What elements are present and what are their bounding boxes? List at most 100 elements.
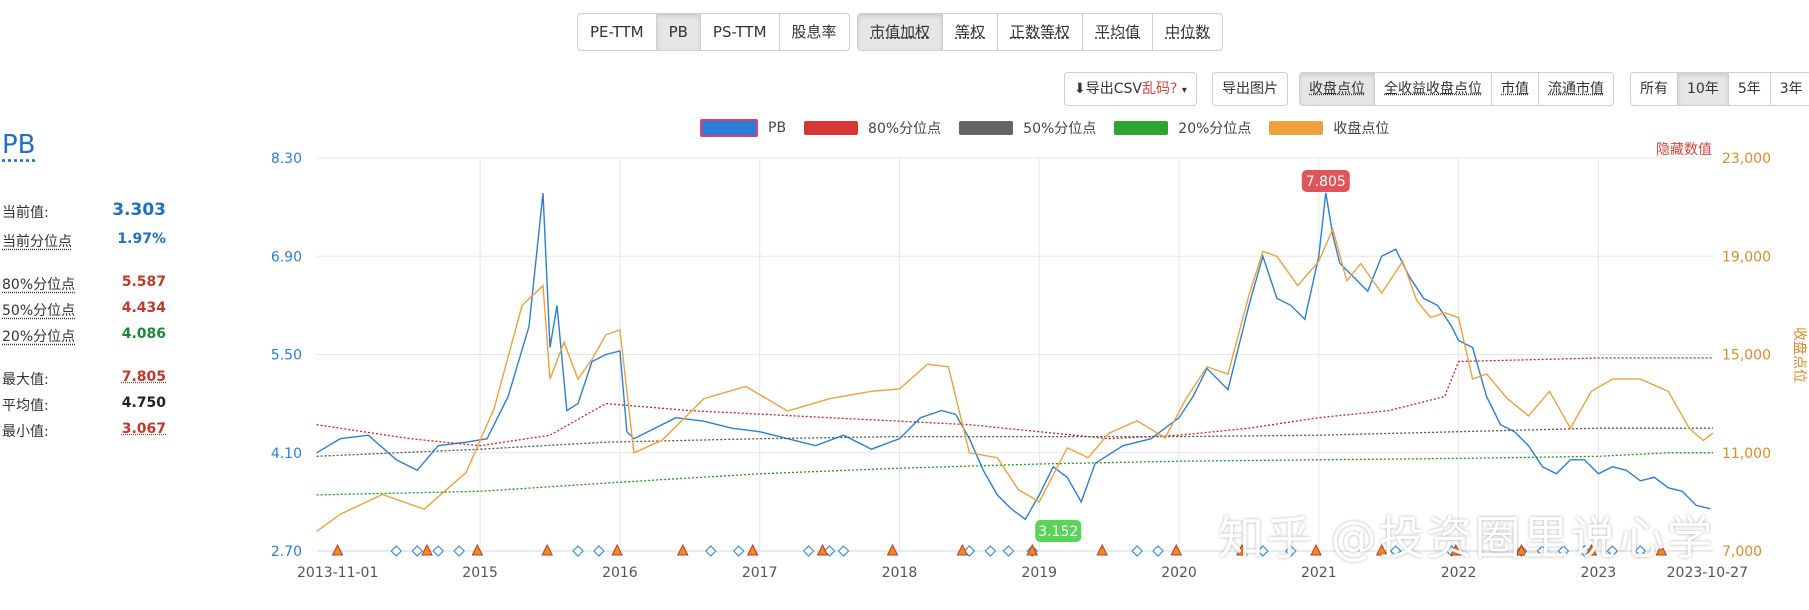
weight-selector: 市值加权 等权 正数等权 平均值 中位数 — [857, 13, 1224, 51]
price-type-button-0[interactable]: 收盘点位 — [1300, 73, 1375, 105]
legend-label-close: 收盘点位 — [1333, 121, 1390, 137]
legend-swatch-p80 — [804, 121, 859, 135]
y2-tick-label: 15,000 — [1722, 348, 1771, 364]
current-value: 3.303 — [112, 200, 166, 220]
legend-item-close[interactable]: 收盘点位 — [1269, 118, 1389, 138]
weight-button-label: 等权 — [955, 23, 986, 41]
max-value: 7.805 — [121, 369, 166, 385]
range-button-2[interactable]: 5年 — [1729, 73, 1771, 105]
legend-item-pb[interactable]: PB — [700, 119, 786, 137]
y2-tick-label: 11,000 — [1722, 446, 1771, 462]
event-marker-triangle — [611, 543, 623, 556]
weight-button-1[interactable]: 等权 — [943, 14, 999, 50]
event-marker-diamond — [1152, 545, 1164, 557]
min-value: 3.067 — [121, 421, 166, 437]
watermark: 知乎 @投资圈里说心学 — [1218, 511, 1715, 565]
weight-button-label: 市值加权 — [870, 23, 931, 41]
x-tick-label: 2021 — [1301, 565, 1337, 581]
download-icon: ⬇ — [1074, 81, 1086, 97]
y2-tick-label: 7,000 — [1722, 544, 1762, 560]
metric-button-3[interactable]: 股息率 — [780, 14, 849, 50]
y-tick-label: 8.30 — [271, 151, 302, 167]
event-marker-diamond — [432, 545, 445, 557]
y2-tick-label: 23,000 — [1722, 151, 1771, 167]
hide-values-label: 隐藏数值 — [1656, 142, 1712, 158]
weight-button-0[interactable]: 市值加权 — [858, 14, 944, 50]
caret-down-icon: ▾ — [1181, 85, 1187, 96]
price-type-button-label: 流通市值 — [1548, 81, 1604, 97]
event-marker-triangle — [331, 543, 344, 556]
legend-swatch-p20 — [1114, 121, 1169, 135]
range-button-3[interactable]: 3年 — [1771, 73, 1809, 105]
legend-swatch-p50 — [959, 121, 1014, 135]
event-marker-triangle — [1449, 543, 1462, 556]
weight-button-2[interactable]: 正数等权 — [998, 14, 1084, 50]
weight-button-label: 平均值 — [1095, 23, 1141, 41]
event-marker-triangle — [746, 543, 759, 556]
y2-axis-title: 收盘点位 — [1791, 327, 1808, 383]
max-flag-label: 7.805 — [1306, 174, 1346, 190]
price-type-button-3[interactable]: 流通市值 — [1539, 73, 1613, 105]
p50-value: 4.434 — [121, 300, 166, 316]
event-marker-triangle — [1585, 543, 1598, 556]
export-csv-button[interactable]: ⬇导出CSV乱码? ▾ — [1064, 72, 1197, 106]
event-marker-diamond — [802, 545, 815, 557]
min-flag — [1035, 520, 1082, 542]
price-type-button-2[interactable]: 市值 — [1492, 73, 1539, 105]
event-marker-triangle — [541, 543, 554, 556]
weight-button-label: 正数等权 — [1010, 23, 1071, 41]
price-type-button-1[interactable]: 全收益收盘点位 — [1375, 73, 1492, 105]
metric-button-label: PS-TTM — [712, 23, 767, 41]
legend-item-p20[interactable]: 20%分位点 — [1114, 118, 1251, 138]
event-marker-diamond — [453, 545, 466, 557]
metric-button-label: 股息率 — [791, 23, 837, 41]
range-button-label: 所有 — [1640, 81, 1668, 97]
metric-button-1[interactable]: PB — [656, 14, 701, 50]
x-tick-label: 2023 — [1581, 565, 1617, 581]
event-marker-triangle — [1236, 543, 1248, 556]
series-line-p80 — [316, 357, 1713, 447]
event-marker-diamond — [732, 545, 745, 557]
min-flag-label: 3.152 — [1038, 524, 1078, 540]
event-marker-diamond — [1606, 545, 1619, 557]
event-marker-triangle — [676, 543, 689, 556]
event-marker-triangle — [1310, 543, 1322, 556]
legend-label-p20: 20%分位点 — [1178, 121, 1252, 137]
export-image-button[interactable]: 导出图片 — [1212, 72, 1288, 106]
weight-button-label: 中位数 — [1165, 23, 1211, 41]
event-marker-diamond — [1131, 545, 1143, 557]
range-button-0[interactable]: 所有 — [1631, 73, 1678, 105]
metric-selector: PE-TTM PB PS-TTM 股息率 — [577, 13, 850, 51]
p50-label: 50%分位点 — [2, 303, 76, 319]
metric-button-0[interactable]: PE-TTM — [578, 14, 657, 50]
legend-item-p50[interactable]: 50%分位点 — [959, 118, 1096, 138]
x-tick-label: 2020 — [1161, 565, 1197, 581]
export-csv-hint: 乱码? — [1141, 81, 1178, 97]
event-marker-diamond — [1285, 545, 1297, 557]
weight-button-4[interactable]: 中位数 — [1153, 14, 1222, 50]
event-marker-triangle — [1375, 543, 1388, 556]
x-start-label: 2013-11-01 — [297, 565, 378, 581]
range-button-label: 10年 — [1687, 81, 1719, 97]
event-marker-diamond — [837, 545, 850, 557]
legend-label-p50: 50%分位点 — [1023, 121, 1097, 137]
y2-tick-label: 19,000 — [1722, 249, 1771, 265]
weight-button-3[interactable]: 平均值 — [1083, 14, 1154, 50]
x-tick-label: 2018 — [882, 565, 918, 581]
range-button-label: 3年 — [1779, 81, 1803, 97]
y-tick-label: 5.50 — [271, 348, 302, 364]
range-button-label: 5年 — [1737, 81, 1761, 97]
x-tick-label: 2022 — [1441, 565, 1477, 581]
series-line-p50 — [316, 427, 1713, 457]
event-marker-triangle — [956, 543, 969, 556]
series-line-close — [316, 227, 1714, 532]
x-tick-label: 2019 — [1021, 565, 1057, 581]
event-marker-triangle — [1096, 543, 1108, 556]
metric-button-2[interactable]: PS-TTM — [701, 14, 780, 50]
event-marker-diamond — [1557, 545, 1570, 557]
y-tick-label: 4.10 — [271, 446, 302, 462]
max-label: 最大值: — [2, 372, 49, 388]
range-button-1[interactable]: 10年 — [1678, 73, 1729, 105]
y-tick-label: 6.90 — [271, 249, 302, 265]
legend-item-p80[interactable]: 80%分位点 — [804, 118, 941, 138]
